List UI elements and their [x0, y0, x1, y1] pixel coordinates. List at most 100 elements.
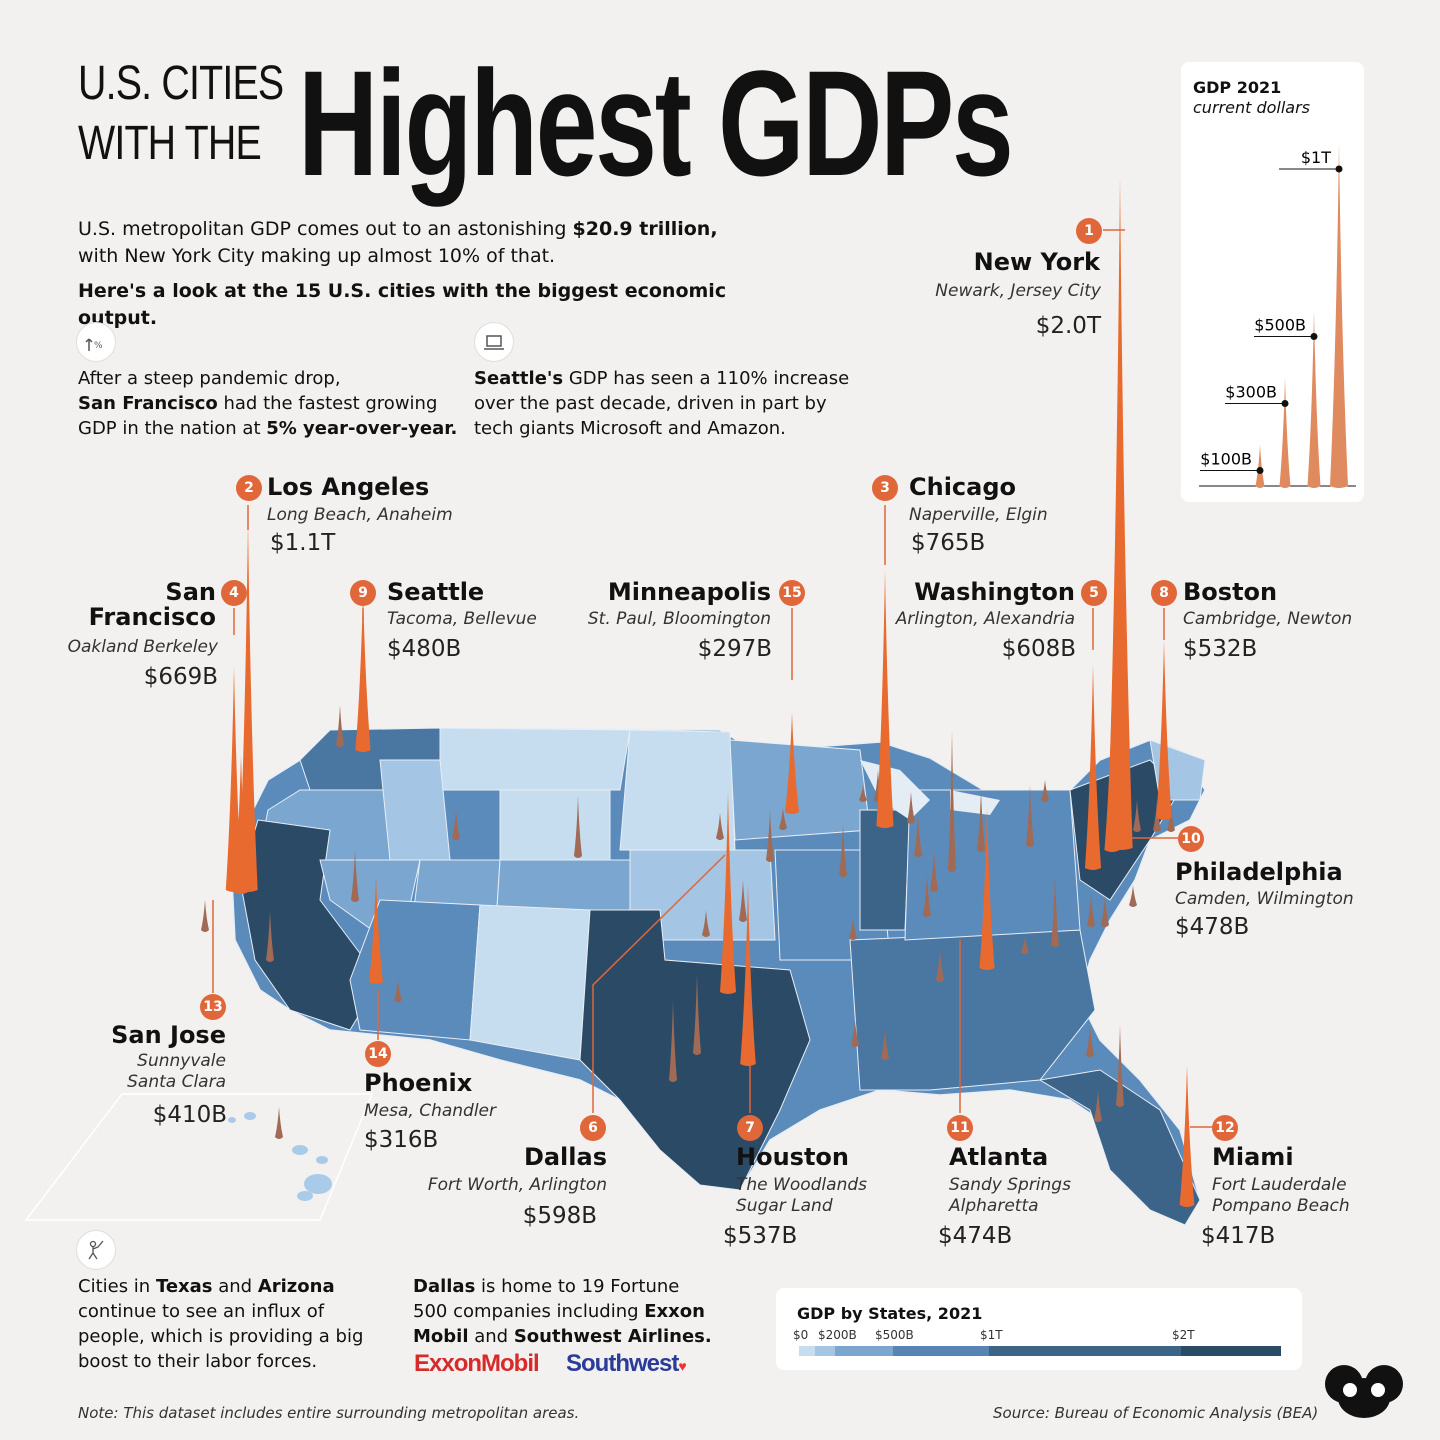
- state-legend-bar: [799, 1346, 1281, 1356]
- rank-badge-7: 7: [737, 1115, 763, 1141]
- state-legend-swatch: [989, 1346, 1181, 1356]
- city-sub-atlanta: Sandy Springs: [949, 1175, 1071, 1195]
- rank-badge-8: 8: [1151, 580, 1177, 606]
- rank-badge-1: 1: [1076, 218, 1102, 244]
- minor-city-spike: [881, 1028, 889, 1060]
- gdp-spike-1: [1107, 178, 1133, 850]
- city-value-los-angeles: $1.1T: [270, 530, 336, 556]
- fact-san-francisco: After a steep pandemic drop, San Francis…: [78, 368, 458, 439]
- rank-badge-2: 2: [236, 475, 262, 501]
- minor-city-spike: [716, 813, 724, 840]
- state-legend-title: GDP by States, 2021: [797, 1304, 983, 1323]
- legend-subtitle: current dollars: [1193, 98, 1310, 117]
- minor-city-spike: [779, 808, 787, 830]
- minor-city-spike: [574, 796, 582, 858]
- state-montana: [439, 727, 631, 791]
- city-sub-san-francisco: Oakland Berkeley: [67, 637, 218, 657]
- state-wyoming: [499, 789, 611, 861]
- minor-city-spike: [201, 900, 209, 932]
- city-sub-minneapolis: St. Paul, Bloomington: [587, 609, 771, 629]
- city-name-phoenix: Phoenix: [364, 1069, 473, 1097]
- city-value-washington: $608B: [1001, 636, 1076, 662]
- city-sub-washington: Arlington, Alexandria: [895, 609, 1075, 629]
- state-arizona: [349, 899, 481, 1041]
- legend-label: $1T: [1301, 148, 1331, 167]
- fact-dallas: Dallas is home to 19 Fortune 500 compani…: [413, 1276, 712, 1347]
- gdp-spike-5: [1084, 664, 1102, 870]
- city-sub-houston: The Woodlands: [736, 1175, 867, 1195]
- state-legend-tick: $200B: [818, 1328, 857, 1342]
- minor-city-spike: [1026, 785, 1034, 847]
- state-idaho: [379, 759, 451, 861]
- city-value-chicago: $765B: [911, 530, 986, 556]
- laptop-icon: [474, 322, 514, 362]
- city-sub2-miami: Pompano Beach: [1212, 1196, 1350, 1216]
- minor-city-spike: [1094, 1090, 1102, 1122]
- minor-city-spike: [977, 790, 985, 852]
- minor-city-spike: [1041, 780, 1049, 802]
- great-lakes: [860, 760, 1000, 820]
- gdp-spike-13: [233, 754, 249, 894]
- legend-label: $500B: [1254, 316, 1306, 335]
- city-sub2-san-jose: Santa Clara: [127, 1072, 226, 1092]
- gdp-spike-2: [238, 521, 258, 892]
- minor-city-spike: [839, 825, 847, 877]
- city-name-san-francisco-2: Francisco: [88, 603, 216, 631]
- legend-spike: [1330, 143, 1348, 488]
- city-value-atlanta: $474B: [938, 1223, 1013, 1249]
- minor-city-spike: [1051, 875, 1059, 947]
- minor-city-spike: [452, 810, 460, 840]
- city-sub-miami: Fort Lauderdale: [1212, 1175, 1347, 1195]
- hawaii-island: [244, 1112, 256, 1120]
- city-name-philadelphia: Philadelphia: [1175, 858, 1343, 886]
- city-name-houston: Houston: [736, 1143, 849, 1171]
- legend-spikes: $100B $300B $500B $1T: [1199, 143, 1356, 488]
- city-sub-seattle: Tacoma, Bellevue: [387, 609, 537, 629]
- minor-city-spike: [851, 1020, 859, 1047]
- state-legend-tick: $500B: [875, 1328, 914, 1342]
- gdp-spike-legend: GDP 2021 current dollars $100B $300B $500B…: [1181, 62, 1364, 502]
- minor-city-spike: [1021, 937, 1029, 954]
- moving-person-icon: [76, 1230, 116, 1270]
- minor-city-spike: [351, 850, 359, 902]
- minor-city-spike: [669, 1000, 677, 1082]
- rank-badge-11: 11: [947, 1115, 973, 1141]
- minor-city-spike: [275, 1107, 283, 1139]
- city-name-dallas: Dallas: [523, 1143, 607, 1171]
- gdp-spike-15: [785, 712, 799, 814]
- city-value-san-jose: $410B: [152, 1102, 227, 1128]
- legend-title: GDP 2021: [1193, 78, 1282, 97]
- title-line-2: WITH THE: [78, 117, 262, 170]
- legend-spike: [1255, 444, 1265, 488]
- state-legend-swatch: [893, 1346, 989, 1356]
- city-sub-dallas: Fort Worth, Arlington: [427, 1175, 607, 1195]
- title-big: Highest GDPs: [298, 39, 1014, 207]
- city-name-los-angeles: Los Angeles: [267, 473, 430, 501]
- hawaii-island: [297, 1191, 313, 1201]
- city-name-minneapolis: Minneapolis: [607, 578, 771, 606]
- state-legend-swatch: [1181, 1346, 1281, 1356]
- gdp-spike-7: [740, 884, 756, 1066]
- minor-city-spike: [702, 910, 710, 937]
- rank-badge-14: 14: [365, 1041, 391, 1067]
- rank-badge-5: 5: [1081, 580, 1107, 606]
- southwest-logo: Southwest♥: [566, 1350, 687, 1377]
- state-legend-swatch: [815, 1346, 835, 1356]
- city-value-phoenix: $316B: [364, 1127, 439, 1153]
- hawaii-island: [228, 1117, 236, 1123]
- fact-texas-arizona: Cities in Texas and Arizona continue to …: [78, 1276, 364, 1372]
- state-midwest-east: [904, 789, 1081, 941]
- minor-city-spike: [907, 792, 915, 824]
- rank-badge-6: 6: [580, 1115, 606, 1141]
- legend-spike: [1279, 377, 1291, 488]
- gdp-spike-3: [876, 569, 894, 828]
- state-minnesota-wisconsin: [729, 739, 871, 841]
- state-gdp-legend: GDP by States, 2021 $0 $200B $500B $1T $2T: [776, 1288, 1302, 1370]
- minor-city-spike: [849, 918, 857, 940]
- minor-city-spike: [693, 973, 701, 1055]
- city-sub-los-angeles: Long Beach, Anaheim: [267, 505, 453, 525]
- city-value-boston: $532B: [1183, 636, 1258, 662]
- state-legend-tick: $1T: [980, 1328, 1003, 1342]
- minor-city-spike: [936, 950, 944, 982]
